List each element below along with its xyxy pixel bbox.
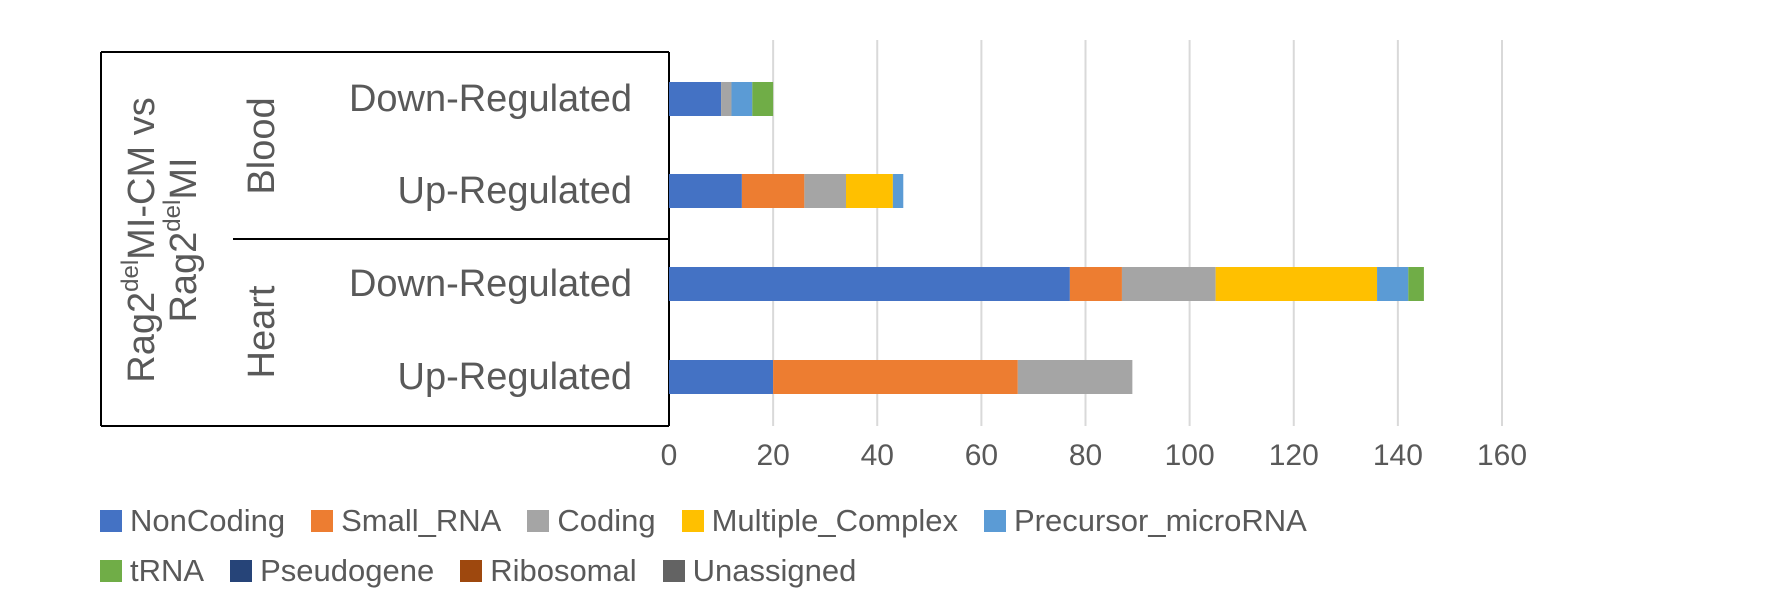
x-tick-label: 140 (1373, 439, 1423, 472)
bar-segment-trna (752, 82, 774, 116)
bar-segment-small-rna (773, 360, 1018, 394)
legend-item-small-rna: Small_RNA (311, 503, 501, 539)
legend-item-multiple-complex: Multiple_Complex (681, 503, 958, 539)
x-tick-label: 80 (1069, 439, 1102, 472)
legend-item-precursor-microrna: Precursor_microRNA (983, 503, 1307, 539)
legend-label: Ribosomal (490, 553, 637, 588)
legend-swatch (527, 510, 550, 532)
legend-label: Coding (557, 503, 656, 538)
group-label-line1: Rag2delMI-CM vs (117, 97, 164, 382)
bar-segment-noncoding (669, 82, 722, 116)
x-tick-label: 0 (661, 439, 678, 472)
legend-row: NonCoding Small_RNA Coding Multiple_Complex… (100, 496, 1500, 546)
bar-segment-coding (1121, 267, 1216, 301)
legend-label: Precursor_microRNA (1013, 503, 1307, 538)
bar-segment-coding (1017, 360, 1133, 394)
legend-item-noncoding: NonCoding (100, 503, 285, 539)
bar-segment-small-rna (1069, 267, 1122, 301)
bar-segment-noncoding (669, 174, 742, 208)
category-label-heart-up: Up-Regulated (398, 356, 632, 398)
category-label-heart-down: Down-Regulated (349, 263, 632, 305)
legend-row: tRNA Pseudogene Ribosomal Unassigned (100, 546, 1500, 596)
legend-swatch (662, 560, 685, 582)
legend-item-unassigned: Unassigned (662, 553, 857, 589)
x-tick-label: 160 (1477, 439, 1527, 472)
bar-segment-trna (1408, 267, 1424, 301)
legend-label: tRNA (130, 553, 205, 588)
x-tick-label: 120 (1269, 439, 1319, 472)
legend-swatch (230, 560, 253, 582)
legend-label: Pseudogene (260, 553, 435, 588)
bar-segment-precursor-microrna (892, 174, 904, 208)
category-table: Rag2delMI-CM vs Rag2delMI Blood Heart Do… (100, 51, 670, 427)
x-axis-ticks: 0 20 40 60 80 100 120 140 160 (661, 439, 1527, 472)
legend-label: NonCoding (130, 503, 286, 538)
bar-segment-noncoding (669, 360, 774, 394)
legend-swatch (100, 560, 122, 582)
legend-label: Multiple_Complex (711, 503, 958, 538)
legend-label: Small_RNA (341, 503, 502, 538)
bar-segment-coding (721, 82, 732, 116)
group-label-heart: Heart (241, 285, 283, 378)
legend-item-pseudogene: Pseudogene (230, 553, 434, 589)
legend-item-coding: Coding (527, 503, 656, 539)
legend-swatch (460, 560, 483, 582)
bar-segment-precursor-microrna (731, 82, 753, 116)
legend-swatch (311, 510, 334, 532)
legend: NonCoding Small_RNA Coding Multiple_Complex… (100, 496, 1500, 596)
bar-segment-small-rna (741, 174, 805, 208)
bar-segment-noncoding (669, 267, 1070, 301)
bars (669, 82, 1424, 394)
legend-item-ribosomal: Ribosomal (460, 553, 637, 589)
x-tick-label: 20 (756, 439, 789, 472)
legend-item-trna: tRNA (100, 553, 204, 589)
x-tick-label: 100 (1165, 439, 1215, 472)
x-tick-label: 40 (861, 439, 894, 472)
group-label-blood: Blood (241, 97, 283, 194)
legend-swatch (983, 510, 1006, 532)
bar-segment-multiple-complex (846, 174, 893, 208)
group-label-line2: Rag2delMI (159, 157, 206, 322)
legend-swatch (681, 510, 704, 532)
x-tick-label: 60 (965, 439, 998, 472)
category-label-blood-up: Up-Regulated (398, 170, 632, 212)
bar-segment-precursor-microrna (1377, 267, 1409, 301)
bar-segment-coding (804, 174, 847, 208)
legend-swatch (100, 510, 122, 532)
bar-segment-multiple-complex (1215, 267, 1378, 301)
category-label-blood-down: Down-Regulated (349, 78, 632, 120)
legend-label: Unassigned (692, 553, 857, 588)
gridlines (772, 40, 1503, 426)
